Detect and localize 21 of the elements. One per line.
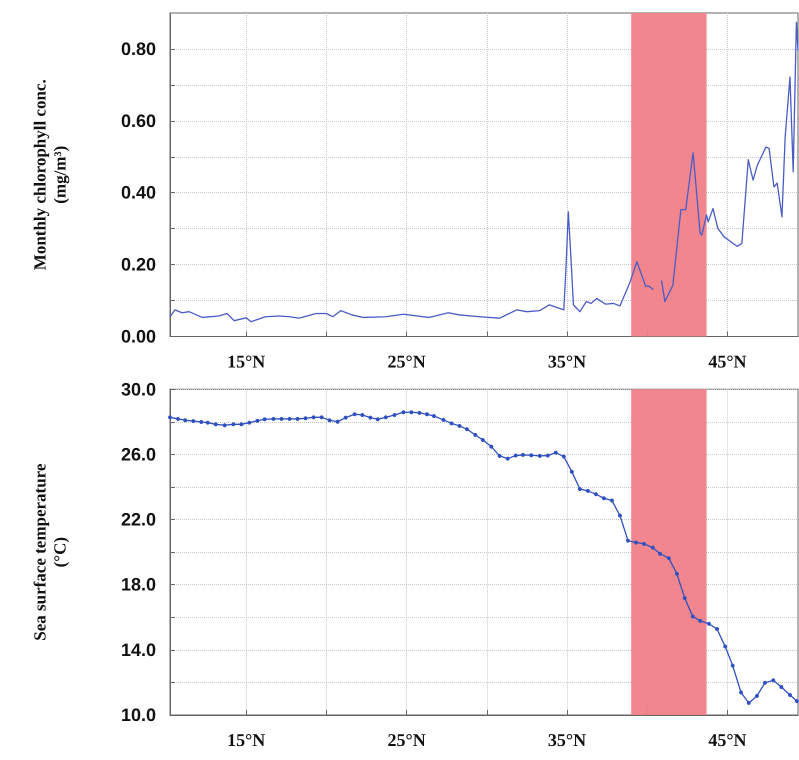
x-tick-label: 25°N	[388, 352, 426, 372]
y-tick-label: 30.0	[120, 379, 156, 400]
y-tick-label: 0.20	[120, 254, 156, 275]
y-tick-label: 0.80	[120, 38, 156, 59]
x-tick-label: 45°N	[708, 730, 747, 750]
y-tick-label: 0.00	[120, 326, 156, 346]
y-axis-title: Sea surface temperature (°C)	[30, 463, 70, 641]
y-tick-label: 26.0	[120, 444, 156, 464]
x-tick-label: 45°N	[708, 352, 747, 372]
y-tick-label: 18.0	[120, 574, 156, 595]
x-tick-label: 35°N	[548, 352, 586, 372]
y-axis-title: Monthly chlorophyll conc. (mg/m³)	[30, 79, 70, 270]
y-tick-label: 14.0	[120, 640, 156, 660]
x-tick-label: 15°N	[227, 730, 266, 750]
x-tick-label: 35°N	[548, 730, 586, 750]
y-tick-label: 22.0	[120, 510, 156, 530]
y-tick-label: 0.40	[120, 182, 156, 203]
x-tick-label: 15°N	[227, 352, 266, 372]
y-tick-label: 10.0	[120, 705, 156, 725]
y-tick-label: 0.60	[120, 110, 156, 131]
x-tick-label: 25°N	[388, 730, 426, 750]
